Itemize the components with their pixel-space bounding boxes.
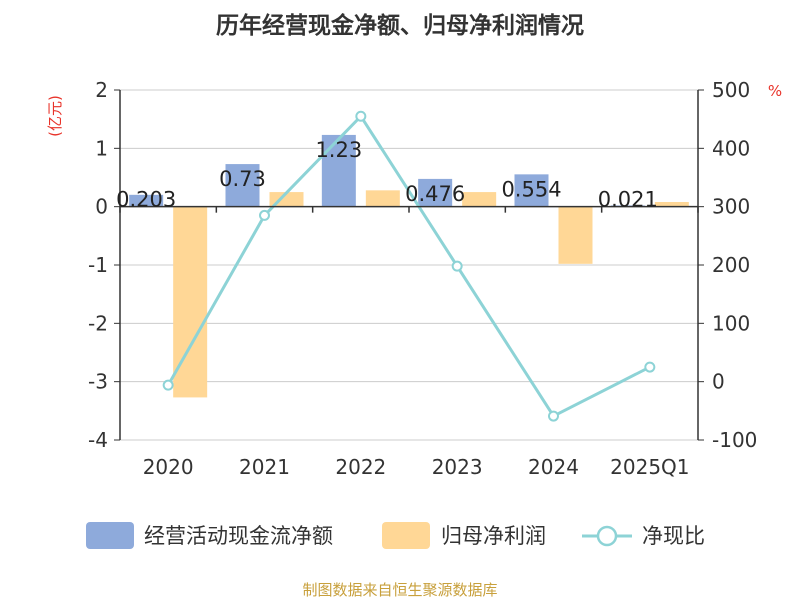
- bar-s1-5: [654, 202, 689, 207]
- ratio-point-0: [162, 379, 174, 391]
- left-axis-unit: (亿元): [46, 95, 64, 137]
- category-label-0: 2020: [143, 455, 194, 479]
- ratio-point-2: [355, 110, 367, 122]
- bar-s0-3: [418, 178, 453, 207]
- right-tick-label-4: 100: [712, 311, 750, 335]
- data-label-2: 1.23: [315, 138, 362, 162]
- bar-s1-2: [365, 190, 400, 207]
- bar-s1-4: [558, 206, 593, 264]
- data-label-1: 0.73: [219, 167, 266, 191]
- axes: [114, 89, 704, 441]
- bar-s0-1: [225, 164, 260, 207]
- right-tick-label-1: 400: [712, 136, 750, 160]
- left-tick-label-5: -3: [88, 370, 108, 394]
- chart-title: 历年经营现金净额、归母净利润情况: [216, 12, 584, 39]
- legend-label-profit: 归母净利润: [441, 524, 546, 548]
- legend: 经营活动现金流净额 归母净利润 净现比: [86, 522, 705, 549]
- data-label-3: 0.476: [405, 182, 465, 206]
- data-labels: 0.203 0.73 1.23 0.476 0.554 0.021: [116, 138, 658, 212]
- legend-label-cashflow: 经营活动现金流净额: [144, 524, 333, 548]
- ratio-point-5: [644, 361, 656, 373]
- ratio-point-4: [548, 410, 559, 422]
- right-tick-label-2: 300: [712, 195, 750, 219]
- left-tick-label-3: -1: [88, 253, 108, 277]
- category-label-1: 2021: [239, 455, 290, 479]
- right-tick-label-6: -100: [712, 428, 757, 452]
- legend-label-ratio: 净现比: [642, 524, 705, 548]
- bars: [129, 134, 689, 398]
- bar-s1-3: [462, 192, 497, 207]
- left-tick-label-1: 1: [95, 136, 108, 160]
- source-note: 制图数据来自恒生聚源数据库: [302, 581, 497, 599]
- left-tick-label-2: 0: [95, 195, 108, 219]
- category-label-5: 2025Q1: [610, 455, 689, 479]
- left-tick-label-4: -2: [88, 311, 108, 335]
- ratio-point-3: [451, 260, 463, 272]
- ratio-polyline: [166, 113, 651, 419]
- left-tick-label-6: -4: [88, 428, 108, 452]
- legend-swatch-cashflow: [86, 522, 134, 549]
- data-label-4: 0.554: [501, 177, 561, 201]
- bar-s0-0: [129, 194, 164, 207]
- data-label-5: 0.021: [598, 188, 658, 212]
- ratio-line: [162, 110, 656, 422]
- legend-marker-ratio: [596, 525, 618, 547]
- right-tick-label-3: 200: [712, 253, 750, 277]
- bar-s0-4: [514, 174, 549, 207]
- tick-labels: 2 1 0 -1 -2 -3 -4 500 400 300 200 100 0 -100 2020 2021 2…: [88, 78, 757, 479]
- right-axis-unit: %: [768, 82, 782, 100]
- category-label-3: 2023: [432, 455, 483, 479]
- left-tick-label-0: 2: [95, 78, 108, 102]
- category-label-4: 2024: [528, 455, 579, 479]
- bar-s0-2: [321, 134, 356, 207]
- ratio-point-1: [259, 209, 270, 221]
- data-label-0: 0.203: [116, 188, 176, 212]
- right-tick-label-0: 500: [712, 78, 750, 102]
- legend-swatch-profit: [382, 522, 430, 549]
- category-label-2: 2022: [335, 455, 386, 479]
- right-tick-label-5: 0: [712, 370, 725, 394]
